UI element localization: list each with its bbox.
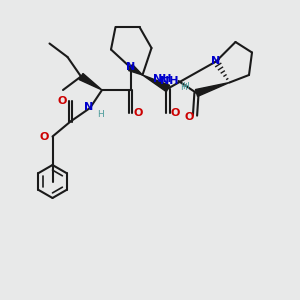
Text: NH: NH bbox=[152, 74, 171, 85]
Text: N: N bbox=[212, 56, 220, 66]
Text: H: H bbox=[181, 83, 187, 92]
Text: O: O bbox=[39, 133, 49, 142]
Text: O: O bbox=[171, 109, 180, 118]
Polygon shape bbox=[195, 82, 230, 96]
Text: NH: NH bbox=[160, 76, 179, 85]
Polygon shape bbox=[79, 74, 102, 90]
Text: N: N bbox=[84, 101, 93, 112]
Text: H: H bbox=[97, 110, 104, 119]
Text: H: H bbox=[182, 82, 189, 91]
Text: O: O bbox=[185, 112, 194, 122]
Text: O: O bbox=[57, 97, 67, 106]
Polygon shape bbox=[129, 64, 142, 75]
Text: O: O bbox=[133, 109, 143, 118]
Polygon shape bbox=[142, 75, 170, 92]
Text: N: N bbox=[126, 62, 135, 72]
